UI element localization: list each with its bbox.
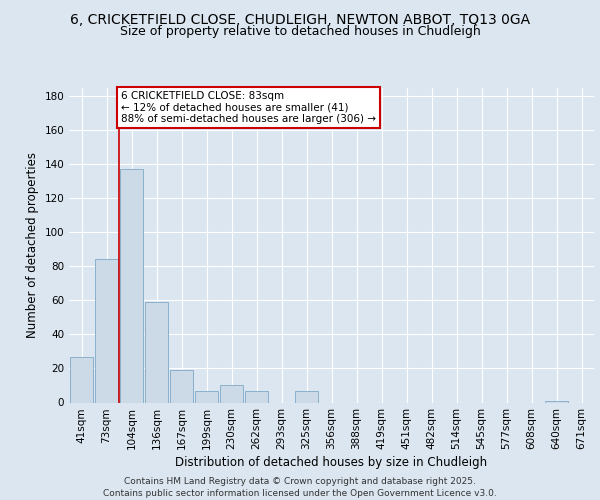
Y-axis label: Number of detached properties: Number of detached properties: [26, 152, 39, 338]
Bar: [70, 356, 93, 403]
Bar: [145, 302, 168, 402]
Text: 6 CRICKETFIELD CLOSE: 83sqm
← 12% of detached houses are smaller (41)
88% of sem: 6 CRICKETFIELD CLOSE: 83sqm ← 12% of det…: [121, 91, 376, 124]
X-axis label: Distribution of detached houses by size in Chudleigh: Distribution of detached houses by size …: [175, 456, 488, 469]
Bar: [120, 169, 143, 402]
Bar: [245, 390, 268, 402]
Bar: [545, 401, 568, 402]
Bar: [295, 390, 318, 402]
Text: Size of property relative to detached houses in Chudleigh: Size of property relative to detached ho…: [119, 25, 481, 38]
Bar: [195, 390, 218, 402]
Bar: [95, 260, 118, 402]
Bar: [170, 370, 193, 402]
Text: Contains HM Land Registry data © Crown copyright and database right 2025.
Contai: Contains HM Land Registry data © Crown c…: [103, 476, 497, 498]
Text: 6, CRICKETFIELD CLOSE, CHUDLEIGH, NEWTON ABBOT, TQ13 0GA: 6, CRICKETFIELD CLOSE, CHUDLEIGH, NEWTON…: [70, 12, 530, 26]
Bar: [220, 386, 243, 402]
